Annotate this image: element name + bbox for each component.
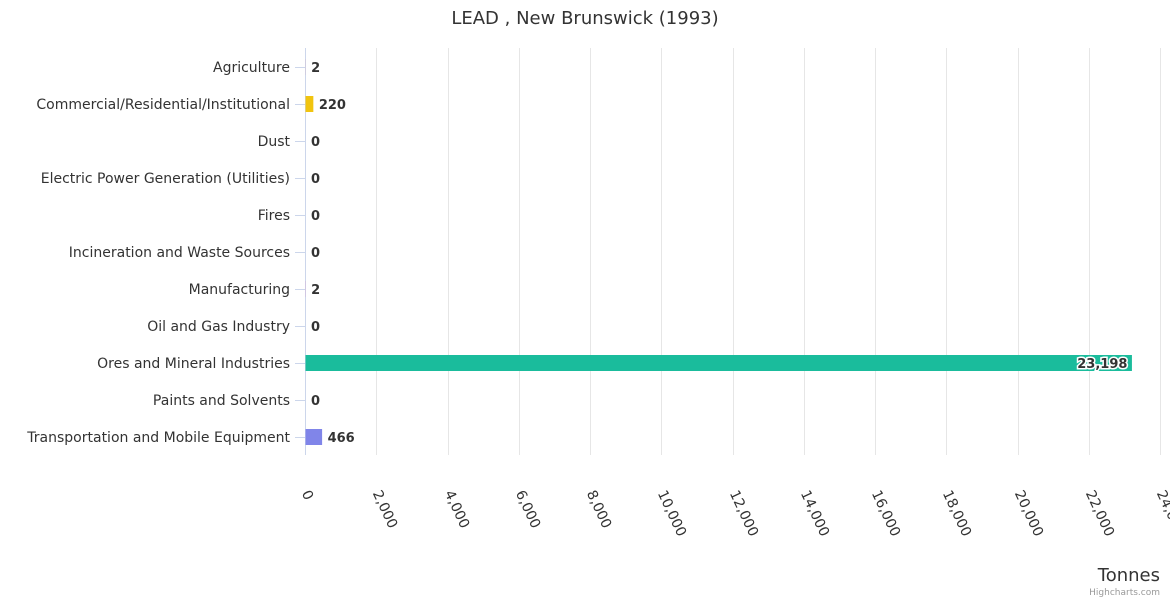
category-label: Transportation and Mobile Equipment bbox=[26, 430, 290, 446]
data-label: 2 bbox=[311, 283, 320, 298]
x-tick-label: 18,000 bbox=[939, 488, 974, 539]
x-tick-label: 10,000 bbox=[654, 488, 689, 539]
data-label: 23,198 bbox=[1077, 357, 1127, 372]
category-label: Manufacturing bbox=[189, 282, 290, 298]
category-label: Paints and Solvents bbox=[153, 393, 290, 409]
x-tick-label: 6,000 bbox=[512, 488, 543, 531]
category-label: Ores and Mineral Industries bbox=[97, 356, 290, 372]
data-label: 0 bbox=[311, 172, 320, 187]
category-label: Commercial/Residential/Institutional bbox=[36, 97, 290, 113]
x-axis-title: Tonnes bbox=[1097, 565, 1160, 586]
x-tick-label: 16,000 bbox=[868, 488, 903, 539]
x-tick-label: 24,000 bbox=[1153, 488, 1170, 539]
data-label: 0 bbox=[311, 320, 320, 335]
x-tick-label: 2,000 bbox=[369, 488, 400, 531]
category-label: Fires bbox=[258, 208, 290, 224]
data-label: 0 bbox=[311, 394, 320, 409]
x-tick-label: 0 bbox=[298, 488, 316, 503]
x-tick-label: 14,000 bbox=[797, 488, 832, 539]
chart-title: LEAD , New Brunswick (1993) bbox=[451, 8, 718, 29]
x-tick-label: 20,000 bbox=[1011, 488, 1046, 539]
x-tick-label: 12,000 bbox=[726, 488, 761, 539]
category-label: Oil and Gas Industry bbox=[147, 319, 290, 335]
grid-lines bbox=[295, 48, 1161, 455]
data-label: 220 bbox=[319, 98, 346, 113]
bar-transportation-and-mobile-equipment[interactable] bbox=[305, 429, 323, 445]
x-axis-ticks: 0 2,000 4,000 6,000 8,000 10,000 12,000 14,000 1… bbox=[298, 488, 1170, 539]
bar-ores-and-mineral-industries[interactable] bbox=[305, 355, 1132, 371]
category-label: Incineration and Waste Sources bbox=[69, 245, 290, 261]
category-labels: Agriculture Commercial/Residential/Instit… bbox=[26, 60, 290, 446]
data-label: 466 bbox=[328, 431, 355, 446]
x-tick-label: 8,000 bbox=[583, 488, 614, 531]
data-label: 0 bbox=[311, 135, 320, 150]
credits-link[interactable]: Highcharts.com bbox=[1089, 588, 1160, 598]
data-labels: 2 220 0 0 0 0 2 0 23,198 0 466 bbox=[311, 61, 1129, 446]
category-label: Agriculture bbox=[213, 60, 290, 76]
data-label: 0 bbox=[311, 209, 320, 224]
category-label: Dust bbox=[258, 134, 291, 150]
x-tick-label: 4,000 bbox=[441, 488, 472, 531]
x-tick-label: 22,000 bbox=[1082, 488, 1117, 539]
bar-commercial-residential-institutional[interactable] bbox=[305, 96, 314, 112]
data-label: 2 bbox=[311, 61, 320, 76]
category-label: Electric Power Generation (Utilities) bbox=[41, 171, 290, 187]
data-label: 0 bbox=[311, 246, 320, 261]
bars bbox=[305, 59, 1132, 445]
